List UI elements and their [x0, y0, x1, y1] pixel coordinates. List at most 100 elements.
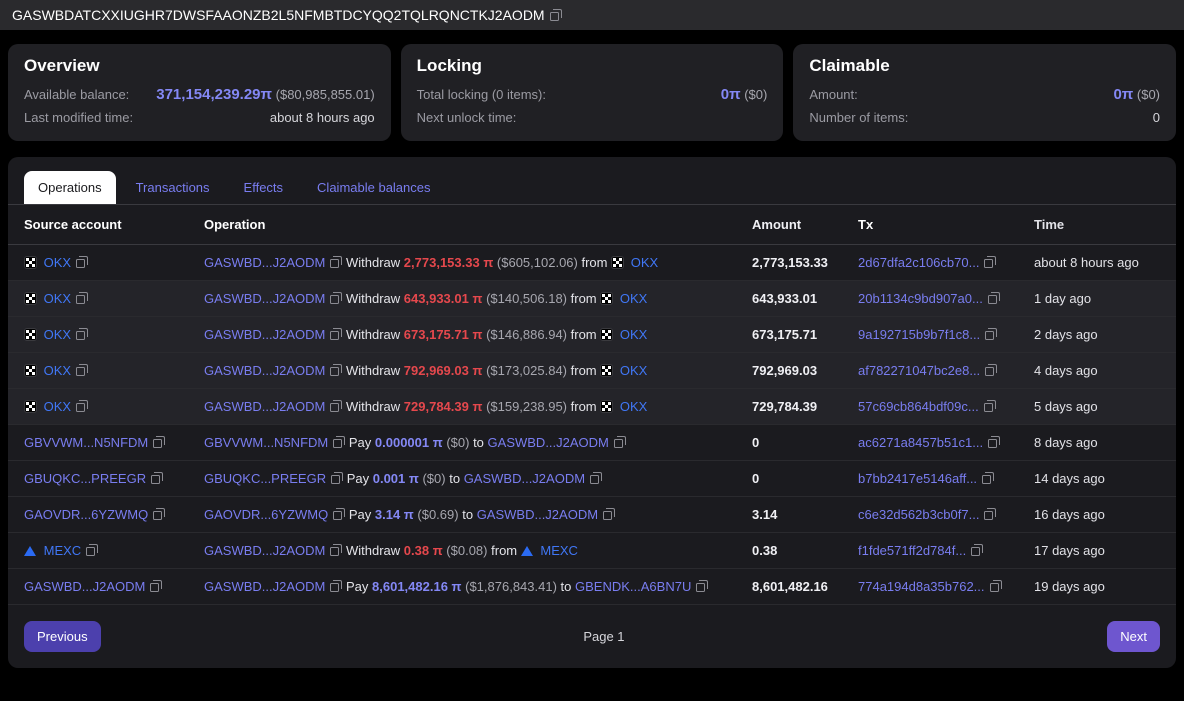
- copy-icon[interactable]: [983, 400, 996, 412]
- source-account-link[interactable]: OKX: [43, 399, 72, 414]
- copy-icon[interactable]: [86, 544, 99, 556]
- copy-icon[interactable]: [151, 472, 164, 484]
- tx-link[interactable]: 57c69cb864bdf09c...: [858, 399, 979, 414]
- operation-preposition: to: [449, 471, 461, 486]
- tab-effects[interactable]: Effects: [243, 180, 284, 195]
- operation-target-link[interactable]: MEXC: [540, 543, 578, 558]
- table-row: OKX GASWBD...J2AODM Withdraw 643,933.01 …: [8, 281, 1176, 317]
- copy-icon[interactable]: [984, 508, 997, 520]
- operation-target-link[interactable]: OKX: [619, 399, 648, 414]
- copy-icon[interactable]: [590, 472, 603, 484]
- amount-cell: 729,784.39: [752, 399, 818, 414]
- copy-icon[interactable]: [987, 292, 1000, 304]
- operation-amount: 673,175.71 π: [403, 327, 483, 342]
- copy-icon[interactable]: [330, 256, 343, 268]
- copy-icon[interactable]: [333, 436, 346, 448]
- source-account-link[interactable]: OKX: [43, 255, 72, 270]
- source-account-link[interactable]: GBUQKC...PREEGR: [24, 471, 147, 486]
- tx-link[interactable]: af782271047bc2e8...: [858, 363, 981, 378]
- source-account-link[interactable]: GBVVWM...N5NFDM: [24, 435, 149, 450]
- copy-icon[interactable]: [971, 544, 984, 556]
- tab-operations[interactable]: Operations: [24, 171, 116, 204]
- source-account-link[interactable]: OKX: [43, 291, 72, 306]
- tx-cell: 9a192715b9b7f1c8...: [858, 327, 1034, 342]
- copy-icon[interactable]: [696, 580, 709, 592]
- operation-target-link[interactable]: GASWBD...J2AODM: [463, 471, 586, 486]
- source-account-link[interactable]: GASWBD...J2AODM: [24, 579, 146, 594]
- operation-target-link[interactable]: OKX: [630, 255, 659, 270]
- operation-account-link[interactable]: GBUQKC...PREEGR: [204, 471, 327, 486]
- source-account-link[interactable]: MEXC: [43, 543, 82, 558]
- tab-bar: Operations Transactions Effects Claimabl…: [8, 157, 1176, 205]
- copy-icon[interactable]: [984, 256, 997, 268]
- tx-link[interactable]: f1fde571ff2d784f...: [858, 543, 967, 558]
- column-tx: Tx: [858, 217, 874, 232]
- operation-preposition: from: [570, 363, 597, 378]
- tx-link[interactable]: 9a192715b9b7f1c8...: [858, 327, 981, 342]
- operation-target-link[interactable]: GASWBD...J2AODM: [487, 435, 609, 450]
- copy-icon[interactable]: [333, 508, 346, 520]
- copy-icon[interactable]: [76, 292, 89, 304]
- claimable-card-title: Claimable: [809, 56, 890, 75]
- okx-logo-icon: [24, 256, 37, 269]
- copy-icon[interactable]: [150, 580, 163, 592]
- operation-cell: GBUQKC...PREEGR Pay 0.001 π ($0) to GASW…: [204, 471, 752, 486]
- copy-icon[interactable]: [153, 508, 166, 520]
- tab-transactions[interactable]: Transactions: [135, 180, 210, 195]
- copy-icon[interactable]: [985, 364, 998, 376]
- operation-account-link[interactable]: GAOVDR...6YZWMQ: [204, 507, 329, 522]
- copy-icon[interactable]: [330, 364, 343, 376]
- tx-cell: ac6271a8457b51c1...: [858, 435, 1034, 450]
- source-account-link[interactable]: OKX: [43, 363, 72, 378]
- tx-link[interactable]: 774a194d8a35b762...: [858, 579, 985, 594]
- tx-cell: af782271047bc2e8...: [858, 363, 1034, 378]
- mexc-logo-icon: [24, 546, 36, 556]
- operation-account-link[interactable]: GASWBD...J2AODM: [204, 579, 326, 594]
- operation-target-link[interactable]: OKX: [619, 327, 648, 342]
- copy-icon[interactable]: [76, 328, 89, 340]
- source-account-link[interactable]: OKX: [43, 327, 72, 342]
- next-button[interactable]: Next: [1107, 621, 1160, 652]
- operation-account-link[interactable]: GASWBD...J2AODM: [204, 291, 326, 306]
- operation-account-link[interactable]: GBVVWM...N5NFDM: [204, 435, 329, 450]
- copy-icon[interactable]: [330, 328, 343, 340]
- table-row: OKX GASWBD...J2AODM Withdraw 729,784.39 …: [8, 389, 1176, 425]
- source-account-link[interactable]: GAOVDR...6YZWMQ: [24, 507, 149, 522]
- copy-icon[interactable]: [76, 400, 89, 412]
- account-address-bar: GASWBDATCXXIUGHR7DWSFAAONZB2L5NFMBTDCYQQ…: [0, 0, 1184, 30]
- tx-link[interactable]: c6e32d562b3cb0f7...: [858, 507, 980, 522]
- operation-target-link[interactable]: GBENDK...A6BN7U: [575, 579, 692, 594]
- copy-icon[interactable]: [985, 328, 998, 340]
- tx-link[interactable]: 2d67dfa2c106cb70...: [858, 255, 980, 270]
- copy-icon[interactable]: [330, 544, 343, 556]
- operation-account-link[interactable]: GASWBD...J2AODM: [204, 399, 326, 414]
- tx-link[interactable]: b7bb2417e5146aff...: [858, 471, 978, 486]
- tx-link[interactable]: ac6271a8457b51c1...: [858, 435, 984, 450]
- copy-icon[interactable]: [330, 292, 343, 304]
- copy-address-icon[interactable]: [549, 9, 562, 21]
- tab-claimable-balances[interactable]: Claimable balances: [317, 180, 431, 195]
- copy-icon[interactable]: [330, 580, 343, 592]
- tx-link[interactable]: 20b1134c9bd907a0...: [858, 291, 983, 306]
- copy-icon[interactable]: [76, 256, 89, 268]
- previous-button[interactable]: Previous: [24, 621, 101, 652]
- operation-usd: ($605,102.06): [496, 255, 578, 270]
- copy-icon[interactable]: [613, 436, 626, 448]
- copy-icon[interactable]: [982, 472, 995, 484]
- amount-cell: 2,773,153.33: [752, 255, 828, 270]
- copy-icon[interactable]: [76, 364, 89, 376]
- operation-account-link[interactable]: GASWBD...J2AODM: [204, 363, 326, 378]
- operation-target-link[interactable]: OKX: [619, 363, 648, 378]
- operation-account-link[interactable]: GASWBD...J2AODM: [204, 255, 326, 270]
- copy-icon[interactable]: [603, 508, 616, 520]
- operation-preposition: from: [570, 327, 597, 342]
- operation-target-link[interactable]: OKX: [619, 291, 648, 306]
- copy-icon[interactable]: [330, 400, 343, 412]
- operation-target-link[interactable]: GASWBD...J2AODM: [476, 507, 599, 522]
- copy-icon[interactable]: [331, 472, 344, 484]
- operation-account-link[interactable]: GASWBD...J2AODM: [204, 327, 326, 342]
- copy-icon[interactable]: [153, 436, 166, 448]
- copy-icon[interactable]: [988, 436, 1001, 448]
- operation-account-link[interactable]: GASWBD...J2AODM: [204, 543, 326, 558]
- copy-icon[interactable]: [989, 580, 1002, 592]
